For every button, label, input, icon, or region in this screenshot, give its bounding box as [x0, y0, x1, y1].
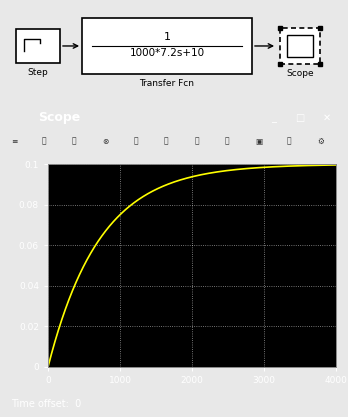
- Text: _: _: [271, 113, 276, 123]
- Text: ⚙: ⚙: [317, 137, 324, 146]
- Text: Transfer Fcn: Transfer Fcn: [140, 79, 195, 88]
- Bar: [287, 35, 313, 57]
- Text: □: □: [295, 113, 305, 123]
- Text: 1000*7.2s+10: 1000*7.2s+10: [129, 48, 205, 58]
- Text: ⊗: ⊗: [103, 137, 109, 146]
- Text: 📈: 📈: [225, 137, 230, 146]
- Text: 🔭: 🔭: [164, 137, 168, 146]
- Bar: [82, 18, 252, 73]
- Bar: [16, 29, 60, 63]
- Text: 🔍: 🔍: [72, 137, 77, 146]
- Bar: [280, 28, 320, 64]
- Text: 📋: 📋: [41, 137, 46, 146]
- Text: Scope: Scope: [286, 70, 314, 78]
- Text: ✕: ✕: [323, 113, 331, 123]
- Text: Time offset:  0: Time offset: 0: [11, 399, 81, 409]
- Text: 1: 1: [164, 32, 171, 42]
- Text: 📊: 📊: [195, 137, 199, 146]
- Text: Scope: Scope: [38, 111, 80, 124]
- Text: 🔒: 🔒: [286, 137, 291, 146]
- Text: 🔍: 🔍: [133, 137, 138, 146]
- Text: ▣: ▣: [255, 137, 263, 146]
- Text: ≡: ≡: [11, 137, 17, 146]
- Text: Step: Step: [27, 68, 48, 78]
